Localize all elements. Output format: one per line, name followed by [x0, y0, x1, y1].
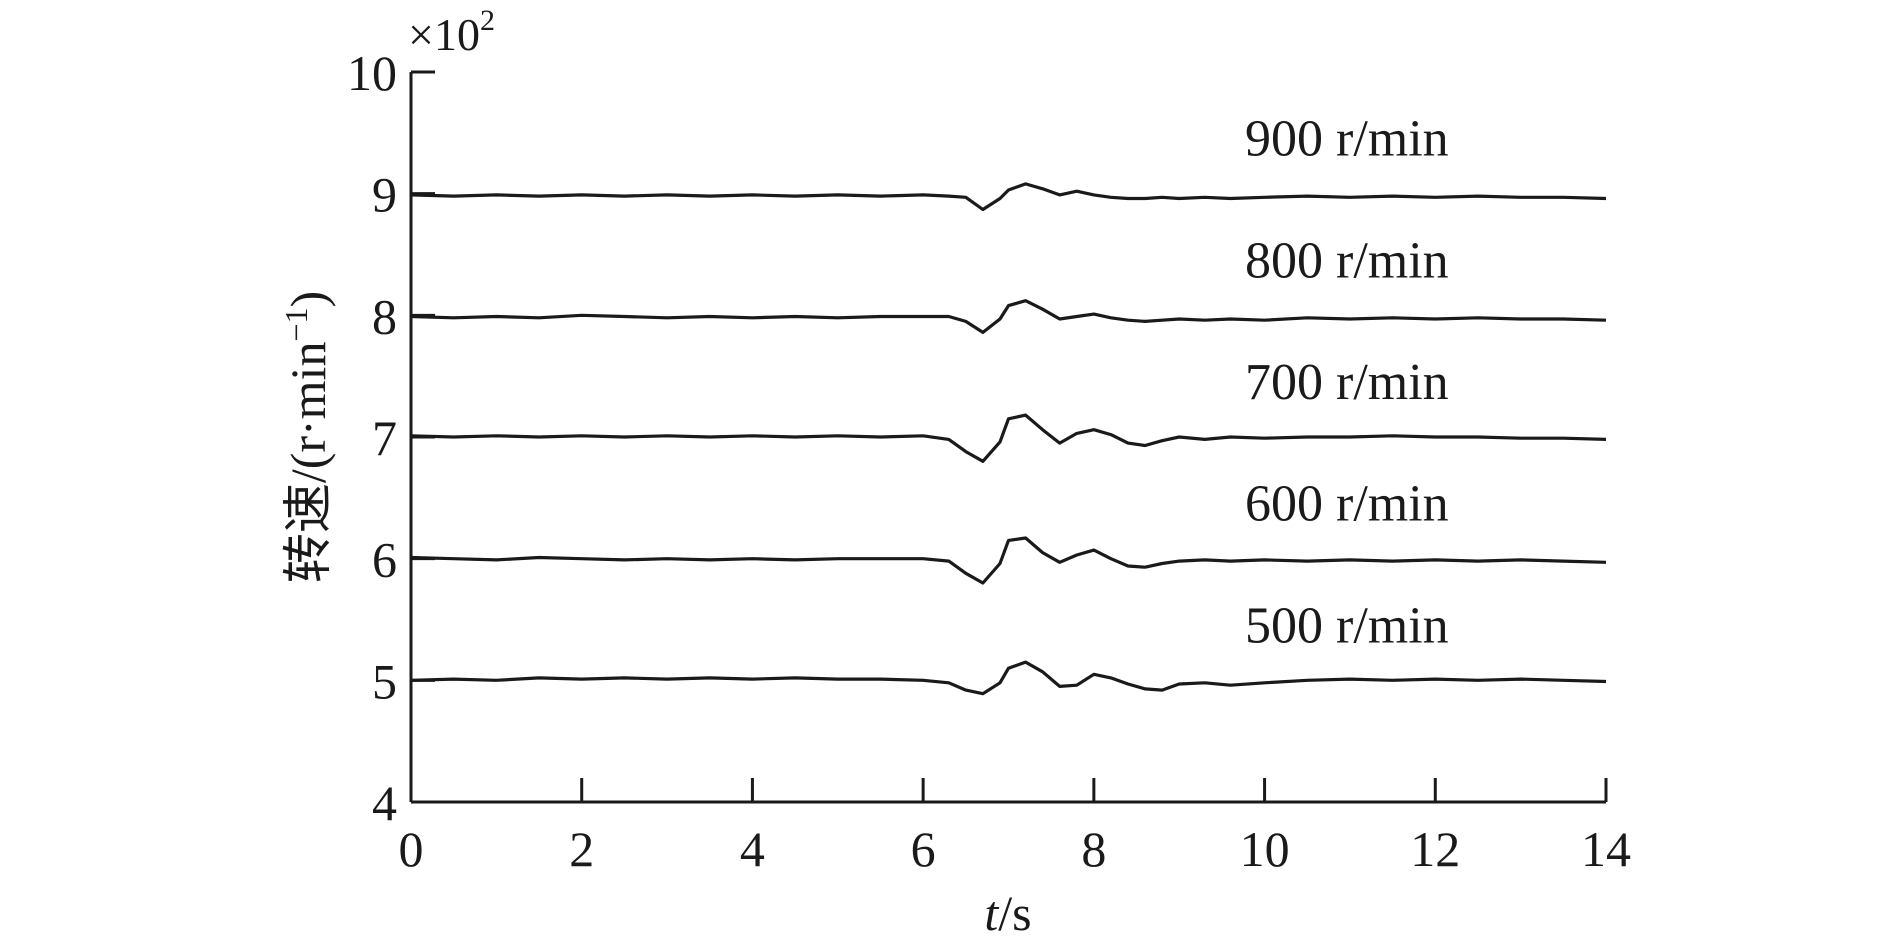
- y-tick-label: 9: [372, 167, 397, 223]
- x-tick-label: 0: [399, 821, 424, 877]
- series-group: [410, 182, 1607, 696]
- y-multiplier: ×102: [408, 4, 495, 60]
- x-tick-label: 2: [569, 821, 594, 877]
- y-tick-label: 5: [372, 653, 397, 709]
- x-tick-label: 4: [740, 821, 765, 877]
- y-tick-label: 7: [372, 410, 397, 466]
- series-label: 500 r/min: [1245, 597, 1449, 654]
- y-tick-label: 8: [372, 288, 397, 344]
- series-label: 600 r/min: [1245, 476, 1449, 533]
- series-line: [410, 536, 1607, 585]
- series-line: [410, 299, 1607, 334]
- x-tick-label: 10: [1240, 821, 1290, 877]
- y-tick-label: 6: [372, 532, 397, 588]
- x-tick-label: 14: [1581, 821, 1631, 877]
- series-label: 700 r/min: [1245, 354, 1449, 411]
- series-line: [410, 660, 1607, 696]
- x-axis-title: t/s: [984, 885, 1031, 939]
- series-label: 900 r/min: [1245, 111, 1449, 168]
- y-tick-label: 10: [347, 45, 397, 101]
- x-tick-label: 12: [1410, 821, 1460, 877]
- y-axis-title: 转速/(r·min−1): [278, 291, 336, 583]
- y-ticks: 4 5 6 7 8 9 10: [347, 45, 435, 831]
- x-tick-label: 6: [911, 821, 936, 877]
- x-tick-label: 8: [1081, 821, 1106, 877]
- series-line: [410, 182, 1607, 212]
- y-tick-label: 4: [372, 775, 397, 831]
- x-ticks: 0 2 4 6 8 10 12 14: [399, 778, 1631, 877]
- series-labels: 900 r/min 800 r/min 700 r/min 600 r/min 500 …: [1245, 111, 1449, 655]
- series-label: 800 r/min: [1245, 232, 1449, 289]
- series-line: [410, 413, 1607, 463]
